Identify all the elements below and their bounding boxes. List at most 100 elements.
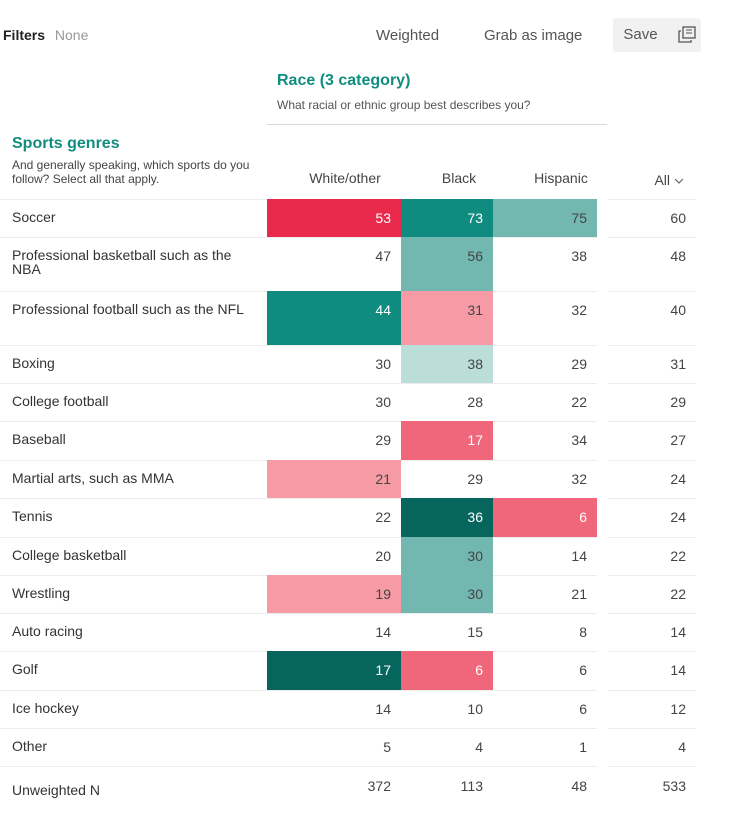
row-divider (608, 690, 696, 691)
column-header-black: Black (441, 170, 477, 186)
table-cell: 34 (571, 432, 587, 448)
table-cell: 31 (401, 291, 493, 345)
table-cell: 53 (267, 199, 401, 237)
all-column-dropdown[interactable]: All (608, 172, 696, 188)
row-divider (0, 690, 597, 691)
table-cell: 47 (375, 248, 391, 264)
table-cell: 30 (401, 575, 493, 613)
row-label: College football (12, 393, 109, 409)
all-cell: 12 (670, 701, 686, 717)
column-header-hispanic: Hispanic (534, 170, 588, 186)
table-cell: 22 (571, 394, 587, 410)
table-cell: 15 (467, 624, 483, 640)
table-cell: 30 (401, 537, 493, 575)
all-cell: 14 (670, 662, 686, 678)
all-cell: 29 (670, 394, 686, 410)
row-divider (608, 651, 696, 652)
grab-as-image-button[interactable]: Grab as image (484, 27, 583, 44)
row-label: Golf (12, 661, 38, 677)
copy-button[interactable] (671, 18, 701, 52)
table-cell: 6 (401, 651, 493, 690)
row-divider (0, 237, 597, 238)
copy-icon (678, 26, 696, 43)
table-cell: 32 (571, 302, 587, 318)
row-divider (608, 237, 696, 238)
unweighted-n-all: 533 (662, 778, 686, 794)
row-label: Boxing (12, 355, 55, 371)
all-cell: 22 (670, 548, 686, 564)
all-cell: 27 (670, 432, 686, 448)
row-divider (0, 728, 597, 729)
row-label: Other (12, 738, 48, 754)
row-divider (608, 460, 696, 461)
all-cell: 24 (670, 471, 686, 487)
column-variable-question: What racial or ethnic group best describ… (277, 98, 531, 112)
table-cell: 6 (579, 701, 587, 717)
table-cell: 30 (375, 356, 391, 372)
table-cell: 22 (375, 509, 391, 525)
row-divider (0, 537, 597, 538)
all-cell: 48 (670, 248, 686, 264)
row-label: Tennis (12, 508, 53, 524)
toolbar: Filters None Weighted Grab as image Save (0, 18, 739, 54)
column-divider (267, 124, 607, 125)
filters[interactable]: Filters None (3, 27, 88, 43)
all-cell: 60 (670, 210, 686, 226)
row-divider (608, 498, 696, 499)
table-cell: 29 (571, 356, 587, 372)
row-divider (608, 766, 696, 767)
row-divider (608, 383, 696, 384)
row-divider (608, 291, 696, 292)
all-cell: 14 (670, 624, 686, 640)
all-cell: 24 (670, 509, 686, 525)
table-cell: 17 (401, 421, 493, 460)
row-label: College basketball (12, 547, 127, 563)
table-cell: 75 (493, 199, 597, 237)
table-cell: 19 (267, 575, 401, 613)
table-cell: 10 (467, 701, 483, 717)
table-cell: 44 (267, 291, 401, 345)
table-cell: 21 (267, 460, 401, 498)
row-variable-question: And generally speaking, which sports do … (12, 158, 250, 186)
row-divider (0, 383, 597, 384)
all-cell: 40 (670, 302, 686, 318)
table-cell: 17 (267, 651, 401, 690)
row-label: Soccer (12, 209, 56, 225)
all-cell: 22 (670, 586, 686, 602)
chevron-down-icon (674, 178, 684, 184)
weighted-toggle[interactable]: Weighted (376, 27, 440, 44)
all-cell: 4 (678, 739, 686, 755)
row-divider (0, 613, 597, 614)
row-label: Ice hockey (12, 700, 79, 716)
table-cell: 36 (401, 498, 493, 537)
save-button[interactable]: Save (623, 26, 658, 43)
table-cell: 14 (571, 548, 587, 564)
row-divider (608, 345, 696, 346)
all-column-label: All (654, 172, 670, 188)
column-variable-title[interactable]: Race (3 category) (277, 72, 411, 89)
row-divider (608, 728, 696, 729)
table-cell: 6 (493, 498, 597, 537)
row-divider (0, 421, 597, 422)
row-divider (0, 345, 597, 346)
row-label: Baseball (12, 431, 66, 447)
row-divider (608, 537, 696, 538)
row-variable-title[interactable]: Sports genres (12, 135, 120, 152)
row-divider (608, 613, 696, 614)
row-label: Professional basketball such as the NBA (12, 247, 232, 277)
table-cell: 30 (375, 394, 391, 410)
table-cell: 14 (375, 701, 391, 717)
filters-value: None (54, 27, 89, 43)
row-label: Auto racing (12, 623, 83, 639)
table-cell: 29 (467, 471, 483, 487)
table-cell: 1 (579, 739, 587, 755)
row-label: Martial arts, such as MMA (12, 470, 174, 486)
table-cell: 28 (467, 394, 483, 410)
column-header-white-other: White/other (309, 170, 381, 186)
save-group: Save (613, 18, 701, 52)
table-cell: 32 (571, 471, 587, 487)
table-cell: 14 (375, 624, 391, 640)
row-divider (608, 421, 696, 422)
unweighted-n-cell: 113 (460, 778, 483, 794)
row-label: Professional football such as the NFL (12, 301, 244, 317)
